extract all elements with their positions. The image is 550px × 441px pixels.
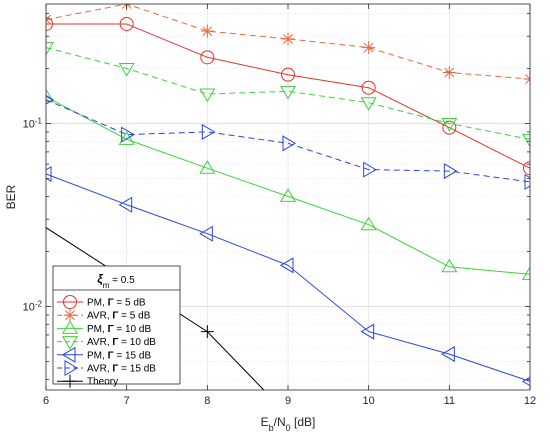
data-point <box>46 165 52 183</box>
legend-label: AVR, Γ = 5 dB <box>87 311 151 322</box>
data-point <box>442 120 457 135</box>
data-point <box>363 161 377 178</box>
data-point <box>199 88 216 103</box>
data-point <box>521 376 530 387</box>
data-point <box>441 258 458 273</box>
series-line <box>46 173 530 382</box>
x-axis-label: Eb/N0 [dB] <box>261 415 316 433</box>
data-point <box>443 163 458 180</box>
data-point <box>281 32 295 46</box>
data-point <box>441 346 455 363</box>
data-point <box>46 13 53 27</box>
legend-box <box>52 265 181 385</box>
series-0 <box>46 16 530 176</box>
series-line <box>46 99 530 183</box>
legend-marker <box>63 374 77 388</box>
data-point <box>200 325 214 339</box>
series-5 <box>46 94 530 190</box>
data-point <box>201 123 216 140</box>
data-point <box>360 323 375 340</box>
data-point <box>523 72 530 86</box>
x-tick-label: 11 <box>444 395 455 407</box>
series-3 <box>46 42 530 148</box>
series-1 <box>46 4 530 86</box>
legend-entries: PM, Γ = 5 dB AVR, Γ = 5 dB PM, Γ = 10 dB AV… <box>57 295 156 388</box>
series-6 <box>46 227 265 390</box>
data-point <box>118 62 135 77</box>
legend-label: PM, Γ = 5 dB <box>87 298 146 309</box>
x-tick-label: 9 <box>285 395 291 407</box>
data-point <box>199 225 213 242</box>
legend-marker <box>61 336 79 350</box>
tick-marks <box>45 4 531 390</box>
legend-label: PM, Γ = 15 dB <box>87 350 151 361</box>
legend-label: PM, Γ = 10 dB <box>87 324 151 335</box>
data-point <box>200 50 215 65</box>
data-point <box>524 173 530 190</box>
data-point <box>118 131 135 145</box>
legend-label: AVR, Γ = 10 dB <box>87 337 156 348</box>
x-tick-label: 12 <box>524 395 536 407</box>
legend-label: Theory <box>87 377 118 388</box>
legend-marker <box>61 320 79 334</box>
data-point <box>281 67 295 82</box>
data-point <box>279 188 297 202</box>
series-4 <box>46 165 530 387</box>
data-point <box>282 135 297 152</box>
y-tick-label: 10-2 <box>23 299 43 314</box>
data-point <box>46 88 55 103</box>
legend-label: AVR, Γ = 15 dB <box>87 364 156 375</box>
data-point <box>199 160 216 174</box>
data-point <box>360 97 377 111</box>
data-point <box>442 66 456 80</box>
x-tick-label: 10 <box>363 395 375 407</box>
x-tick-label: 6 <box>43 395 49 407</box>
legend-title: ξm = 0.5 <box>97 272 135 290</box>
data-point <box>121 126 135 143</box>
data-point <box>521 133 530 148</box>
legend-marker <box>61 346 76 363</box>
x-tick-label: 7 <box>124 395 130 407</box>
data-point <box>361 80 376 95</box>
legend-marker <box>64 359 79 377</box>
data-point <box>360 216 377 231</box>
series-line <box>46 23 530 169</box>
legend-marker <box>63 308 77 322</box>
data-point <box>279 257 294 274</box>
data-point <box>46 42 55 56</box>
tick-labels: 6 7 8 9 10 11 12 10-1 10-2 <box>23 116 537 407</box>
x-tick-label: 8 <box>204 395 210 407</box>
y-tick-label: 10-1 <box>23 116 43 130</box>
legend-marker <box>63 295 77 309</box>
data-point <box>521 266 530 280</box>
data-point <box>119 16 134 31</box>
data-point <box>441 118 458 132</box>
series-layer <box>46 4 530 390</box>
data-point <box>362 41 376 55</box>
data-point <box>200 24 214 38</box>
data-point <box>46 94 55 105</box>
data-point <box>118 196 133 213</box>
series-line <box>46 47 530 140</box>
y-axis-label: BER <box>4 184 18 209</box>
data-point <box>46 16 53 31</box>
data-point <box>279 85 297 100</box>
data-point <box>523 161 530 176</box>
